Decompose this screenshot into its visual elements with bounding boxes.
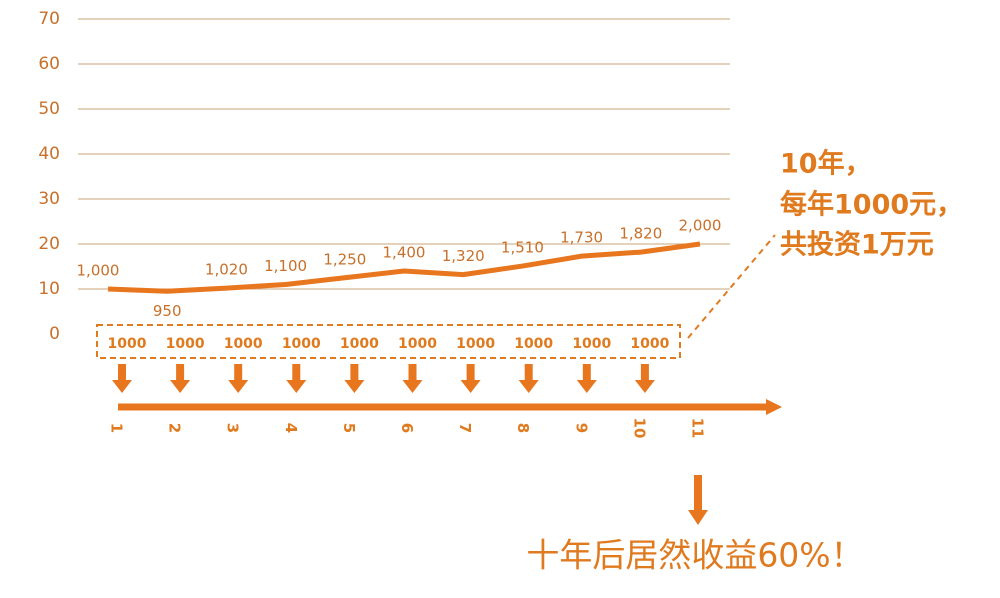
conclusion: 十年后居然收益60%！ xyxy=(526,536,863,575)
x-tick-label: 4 xyxy=(282,423,300,433)
deposit: 1000 xyxy=(630,336,669,352)
deposit: 1000 xyxy=(340,336,379,352)
value-label: 2,000 xyxy=(679,217,722,235)
x-tick-label: 5 xyxy=(340,423,358,433)
value-label: 1,400 xyxy=(383,244,426,262)
deposit-arrow xyxy=(408,364,417,381)
y-tick-label: 0 xyxy=(49,324,60,344)
deposit-arrow xyxy=(466,364,475,381)
deposit: 1000 xyxy=(166,336,205,352)
deposit-arrow xyxy=(640,364,649,381)
y-tick-label: 50 xyxy=(38,99,60,119)
deposit: 1000 xyxy=(224,336,263,352)
value-label: 1,020 xyxy=(205,261,248,279)
deposit-arrow-head xyxy=(576,380,597,393)
deposit-arrow-head xyxy=(112,380,132,393)
y-tick-label: 60 xyxy=(38,54,60,74)
value-label: 1,820 xyxy=(619,225,662,243)
deposit: 1000 xyxy=(572,336,611,352)
deposit-arrow-head xyxy=(518,380,539,393)
y-tick-label: 40 xyxy=(38,144,60,164)
deposit: 1000 xyxy=(108,336,147,352)
value-label: 1,250 xyxy=(323,250,366,268)
deposit-arrow xyxy=(292,364,301,381)
deposit-arrow-head xyxy=(402,380,423,393)
data-line xyxy=(107,241,701,294)
annotation: 共投资1万元 xyxy=(780,230,934,261)
deposit: 1000 xyxy=(514,336,553,352)
x-tick-label: 7 xyxy=(456,423,474,433)
callout-line xyxy=(687,234,776,339)
deposit-arrow xyxy=(350,364,359,381)
deposit-arrow xyxy=(582,364,591,381)
deposit-arrow-head xyxy=(228,380,249,393)
result-arrow-head xyxy=(688,510,708,525)
value-label: 1,100 xyxy=(264,257,307,275)
y-tick-label: 70 xyxy=(38,9,60,29)
deposit-arrow xyxy=(234,364,243,381)
x-tick-label: 6 xyxy=(398,423,416,433)
annotation: 10年， xyxy=(780,148,872,180)
deposit-arrow-head xyxy=(286,380,307,393)
x-tick-label: 10 xyxy=(630,418,648,439)
deposit-arrow-head xyxy=(634,380,655,393)
deposit: 1000 xyxy=(456,336,495,352)
x-tick-label: 9 xyxy=(572,423,590,433)
x-tick-label: 1 xyxy=(108,423,126,433)
x-tick-label: 8 xyxy=(514,423,532,433)
y-tick-label: 20 xyxy=(38,234,60,254)
x-tick-label: 3 xyxy=(224,423,242,433)
deposit-arrow-head xyxy=(170,380,191,393)
deposit-box xyxy=(96,324,681,359)
timeline-head xyxy=(766,399,782,415)
deposit: 1000 xyxy=(398,336,437,352)
y-tick-label: 10 xyxy=(38,279,60,299)
value-label: 1,000 xyxy=(77,262,120,280)
value-label: 1,510 xyxy=(501,239,544,257)
value-label: 950 xyxy=(153,302,182,320)
deposit-arrow-head xyxy=(460,380,481,393)
x-tick-label: 11 xyxy=(689,418,707,439)
deposit: 1000 xyxy=(282,336,321,352)
deposit-arrow xyxy=(524,364,533,381)
deposit-arrow-head xyxy=(344,380,365,393)
x-tick-label: 2 xyxy=(166,423,184,433)
value-label: 1,320 xyxy=(442,247,485,265)
result-arrow xyxy=(694,475,702,511)
annotation: 每年1000元， xyxy=(780,189,963,221)
deposit-arrow xyxy=(176,364,185,381)
y-tick-label: 30 xyxy=(38,189,60,209)
value-label: 1,730 xyxy=(560,229,603,247)
deposit-arrow xyxy=(118,364,126,381)
